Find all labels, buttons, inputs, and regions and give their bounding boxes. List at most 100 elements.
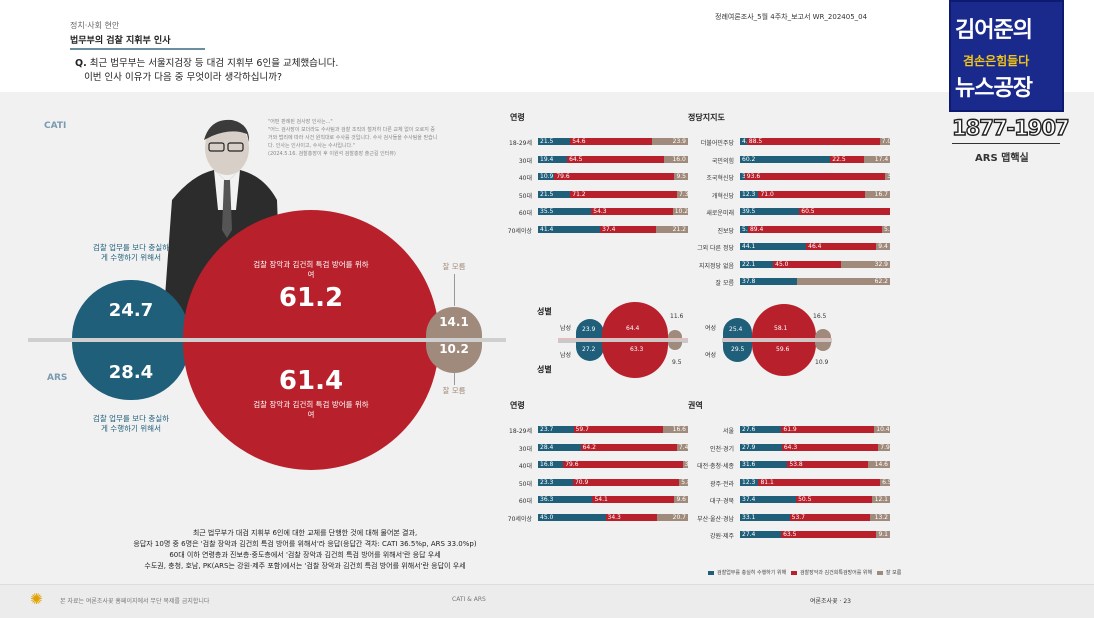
bar-segment: 7.9 — [878, 443, 891, 451]
bar-segment: 39.5 — [740, 208, 800, 215]
bar-segment: 35.5 — [538, 208, 592, 215]
category-label: 60대 — [518, 498, 532, 505]
bar-segment: 31.6 — [740, 461, 788, 468]
bar-segment: 50.5 — [796, 496, 872, 503]
category-label: 잘 모름 — [715, 280, 734, 287]
category-label: 40대 — [518, 175, 532, 182]
category-label: 조국혁신당 — [706, 175, 734, 182]
bar-segment: 28.4 — [538, 443, 581, 451]
bar-segment: 60.2 — [740, 155, 831, 163]
category-label: 70세이상 — [507, 227, 532, 235]
bar-segment: 13.2 — [870, 513, 890, 521]
category-label: 30대 — [518, 445, 532, 453]
category-label: 서울 — [722, 428, 734, 435]
bar-segment: 53.7 — [789, 513, 871, 521]
bar-segment: 88.5 — [746, 138, 880, 145]
bar-segment: 64.3 — [781, 443, 879, 451]
bar-segment: 16.6 — [663, 426, 688, 433]
bar-segment: 9.5 — [673, 173, 688, 180]
legend-unknown: 잘 모름 — [885, 570, 902, 576]
quote-box: "어떤 판례된 검사장 인사는..." "어느 검사장이 보더라도 수사팀과 검… — [268, 118, 438, 158]
summary-line1: 최근 법무부가 대검 지휘부 6인에 대한 교체를 단행한 것에 대해 물어본 … — [192, 529, 418, 537]
footer-right: 여론조사꽃 · 23 — [810, 598, 851, 605]
bar-segment: 7.3 — [677, 190, 688, 198]
cati-unknown-connector — [454, 274, 455, 306]
male-cati-special-value: 64.4 — [626, 325, 640, 332]
category-label: 대구·경북 — [710, 498, 734, 505]
bar-segment: 7.4 — [676, 443, 688, 451]
bar-segment: 93.6 — [744, 173, 886, 180]
summary-line3: 60대 이하 연령층과 진보층·중도층에서 '검찰 장악과 김건희 특검 방어를… — [169, 551, 441, 559]
bar-segment: 9.1 — [876, 531, 890, 538]
bar-segment: 37.8 — [740, 278, 797, 285]
bar-segment: 34.3 — [605, 513, 657, 521]
bar-segment: 12.1 — [871, 496, 890, 503]
category-label: 60대 — [518, 210, 532, 217]
section-label: 정치·사회 현안 — [70, 21, 120, 30]
bar-segment: 53.8 — [787, 461, 869, 468]
male-cati-duty — [576, 319, 604, 338]
question-line2: 이번 인사 이유가 다음 중 무엇이라 생각하십니까? — [84, 72, 283, 83]
female-cati-duty-value: 25.4 — [729, 326, 743, 333]
bar-segment: 12.3 — [740, 190, 759, 198]
category-label: 18-29세 — [509, 428, 532, 435]
gender-title-ars: 성별 — [537, 365, 552, 374]
bar-segment: 45.0 — [538, 513, 606, 521]
cati-label: CATI — [44, 121, 67, 131]
male-cati-duty-value: 23.9 — [582, 326, 596, 333]
category-label: 지지정당 없음 — [698, 262, 734, 270]
cati-duty-value: 24.7 — [108, 300, 154, 321]
logo-line3: 뉴스공장 — [955, 76, 1033, 101]
bar-segment: 54.3 — [591, 208, 673, 215]
bar-segment: 5.8 — [679, 478, 688, 486]
cati-special-value: 61.2 — [278, 283, 344, 313]
bar-segment: 10.2 — [672, 208, 688, 215]
category-label: 30대 — [518, 157, 532, 165]
female-cati-special-value: 58.1 — [774, 325, 788, 332]
bar-segment: 23.7 — [538, 426, 574, 433]
bar-segment: 9.4 — [875, 243, 890, 250]
bar-segment: 27.4 — [740, 531, 782, 538]
summary-line4: 수도권, 충청, 호남, PK(ARS는 강원·제주 포함)에서는 '검찰 장악… — [144, 562, 466, 570]
bar-segment: 54.1 — [592, 496, 674, 503]
cati-special-label: 검찰 장악과 김건희 특검 방어를 위하여 — [253, 260, 369, 279]
bar-segment: 10.4 — [874, 426, 890, 433]
bar-segment: 16.8 — [538, 461, 564, 468]
question-line1: 최근 법무부는 서울지검장 등 대검 지휘부 6인을 교체했습니다. — [89, 58, 339, 69]
ars-duty-value: 28.4 — [108, 362, 154, 383]
ars-phone-label: ARS 맵핵실 — [975, 153, 1029, 164]
bar-segment: 20.7 — [656, 513, 688, 521]
report-id: 정례여론조사_5월 4주차_보고서 WR_202405_04 — [715, 13, 868, 21]
male-ars-unknown — [668, 342, 682, 350]
bar-segment: 22.5 — [830, 155, 865, 163]
category-label: 그외 다른 정당 — [697, 245, 734, 252]
bar-segment: 14.6 — [868, 461, 890, 468]
footer-center: CATI & ARS — [452, 596, 486, 603]
bar-segment: 37.4 — [600, 225, 657, 233]
summary-text: 최근 법무부가 대검 지휘부 6인에 대한 교체를 단행한 것에 대해 물어본 … — [90, 528, 520, 572]
category-label: 광주·전라 — [710, 480, 734, 488]
bar-segment: 23.3 — [538, 478, 573, 486]
logo-line1: 김어준의 — [955, 18, 1033, 43]
category-label: 40대 — [518, 463, 532, 470]
ars-special-label: 검찰 장악과 김건희 특검 방어를 위하여 — [253, 400, 369, 419]
title-underline — [70, 48, 205, 50]
quote-title: "어떤 판례된 검사장 인사는..." — [268, 119, 333, 125]
category-label: 70세이상 — [507, 515, 532, 523]
axis-line — [28, 338, 506, 342]
cati-unknown-value: 14.1 — [439, 315, 469, 329]
bar-segment: 36.3 — [538, 496, 593, 503]
female-ars-unknown — [815, 342, 831, 351]
male-cati-unknown-value: 11.6 — [670, 313, 684, 320]
bar-segment: 71.0 — [758, 190, 865, 198]
bar-segment: 64.5 — [567, 155, 664, 163]
bar-segment: 59.7 — [573, 426, 664, 433]
female-cati-unknown-value: 16.5 — [813, 313, 827, 320]
bar-segment: 27.6 — [740, 426, 782, 433]
legend-swatch-unknown — [876, 570, 883, 575]
legend-duty: 검찰업무를 충실히 수행하기 위해 — [717, 570, 787, 576]
bar-segment: 4.6 — [740, 138, 747, 145]
male-label-cati: 남성 — [559, 325, 571, 332]
question-prefix: Q. — [75, 58, 87, 69]
bar-segment: 23.9 — [652, 138, 688, 145]
